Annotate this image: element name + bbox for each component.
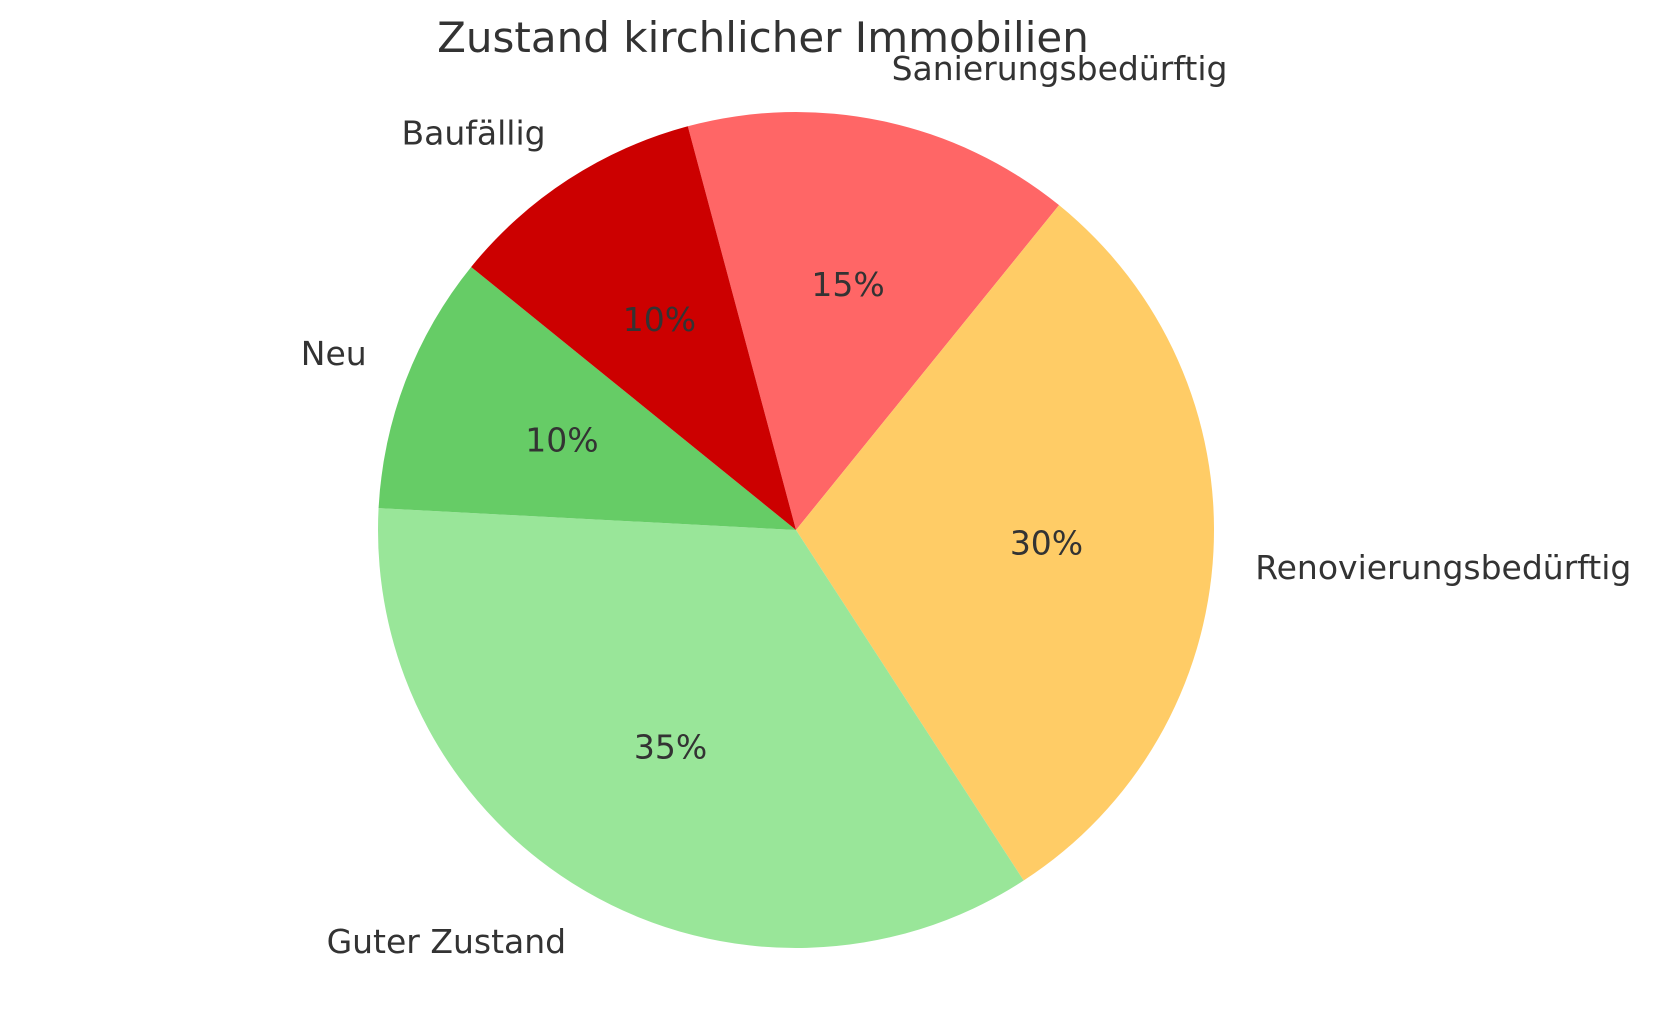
pie-percent-label: 15% [811, 265, 884, 304]
pie-percent-label: 10% [623, 300, 696, 339]
pie-slice-label: Sanierungsbedürftig [892, 49, 1228, 88]
pie-slice-renovierungsbed-rftig [796, 205, 1215, 881]
pie-percent-label: 10% [525, 421, 598, 460]
pie-slice-guter-zustand [377, 508, 1024, 948]
pie-percent-labels: 15% 30% 35% 10% 10% [525, 265, 1083, 767]
pie-slice-sanierungsbed-rftig [687, 111, 1060, 530]
pie-slices [377, 111, 1215, 948]
pie-slice-bauf-llig [471, 126, 796, 531]
pie-slice-label: Baufällig [402, 113, 546, 152]
pie-percent-label: 35% [634, 728, 707, 767]
pie-slice-label: Guter Zustand [327, 922, 567, 961]
chart-title: Zustand kirchlicher Immobilien [437, 13, 1089, 62]
pie-percent-label: 30% [1010, 524, 1083, 563]
pie-slice-labels: Sanierungsbedürftig Renovierungsbedürftig… [301, 49, 1632, 961]
pie-slice-label: Neu [301, 334, 367, 373]
pie-slice-label: Renovierungsbedürftig [1255, 548, 1631, 587]
pie-slice-neu [378, 266, 796, 530]
